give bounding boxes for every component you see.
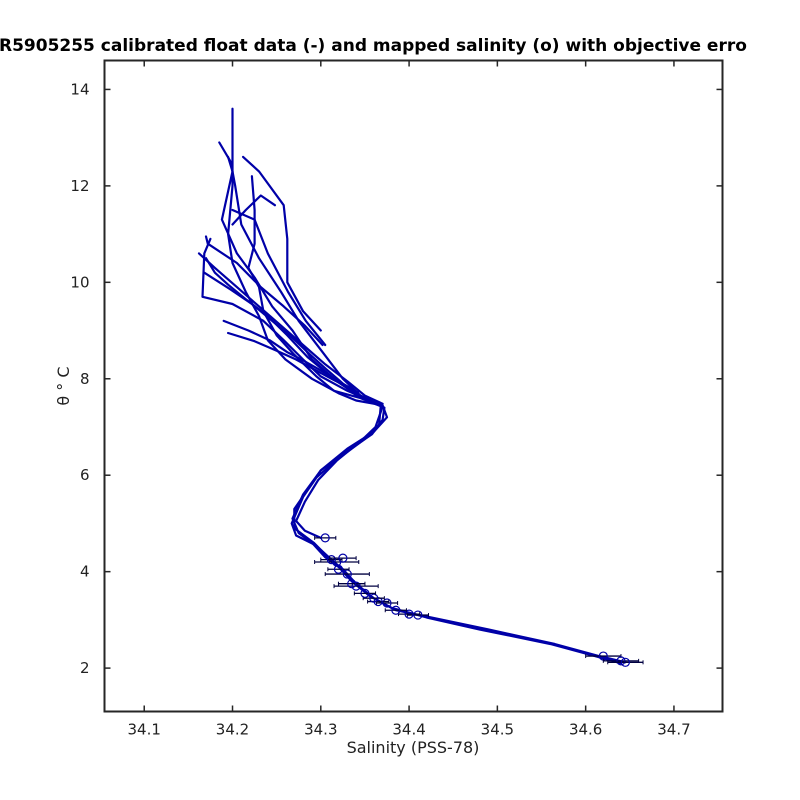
mapped-salinity-point	[391, 605, 401, 615]
x-tick-label: 34.2	[216, 721, 249, 739]
y-tick-label: 8	[80, 370, 90, 388]
mapped-salinity-point	[360, 588, 370, 598]
y-tick-label: 2	[80, 659, 90, 677]
profile-line-14	[231, 208, 327, 347]
chart-title: R5905255 calibrated float data (-) and m…	[0, 36, 747, 56]
profile-line-8	[201, 237, 377, 404]
profile-line-7	[203, 271, 358, 397]
axis-layer: 34.1 34.2 34.3 34.4 34.5 34.6 34.7 2 4 6 8 10 12 14	[70, 60, 723, 739]
mapped-salinity-point	[404, 609, 414, 619]
mapped-salinity-point	[382, 598, 392, 608]
profile-line-13	[242, 155, 322, 332]
profile-line-5	[204, 257, 382, 407]
mapped-salinity-point	[413, 610, 423, 620]
plot-frame	[103, 59, 724, 713]
x-tick-label: 34.4	[392, 721, 425, 739]
y-tick-label: 14	[70, 80, 89, 98]
mapped-salinity-point	[351, 581, 361, 591]
y-tick-label: 6	[80, 466, 90, 484]
y-axis-label: θ ° C	[54, 366, 73, 405]
y-tick-label: 12	[70, 177, 89, 195]
mapped-salinity-point	[320, 533, 330, 543]
profile-line-11	[227, 331, 354, 391]
data-layer	[197, 107, 644, 667]
mapped-salinity-point	[620, 657, 630, 667]
profile-line-10	[222, 319, 359, 394]
profile-line-12	[231, 194, 276, 226]
x-tick-label: 34.6	[569, 721, 602, 739]
profile-line-6	[197, 252, 384, 405]
mapped-salinity-point	[338, 553, 348, 563]
x-axis-label: Salinity (PSS-78)	[347, 738, 480, 757]
y-tick-label: 10	[70, 273, 89, 291]
profile-line-1	[227, 107, 623, 665]
mapped-salinity-point	[342, 569, 352, 579]
mapped-salinity-point	[326, 554, 336, 565]
mapped-salinity-point	[347, 579, 357, 589]
x-tick-label: 34.3	[304, 721, 337, 739]
mapped-salinity-point	[616, 656, 626, 666]
x-tick-label: 34.5	[481, 721, 514, 739]
x-tick-label: 34.7	[657, 721, 690, 739]
mapped-salinity-point	[369, 593, 379, 603]
profile-line-9	[204, 235, 324, 347]
x-tick-label: 34.1	[128, 721, 161, 739]
y-tick-label: 4	[80, 563, 90, 581]
profile-line-2	[247, 175, 627, 664]
